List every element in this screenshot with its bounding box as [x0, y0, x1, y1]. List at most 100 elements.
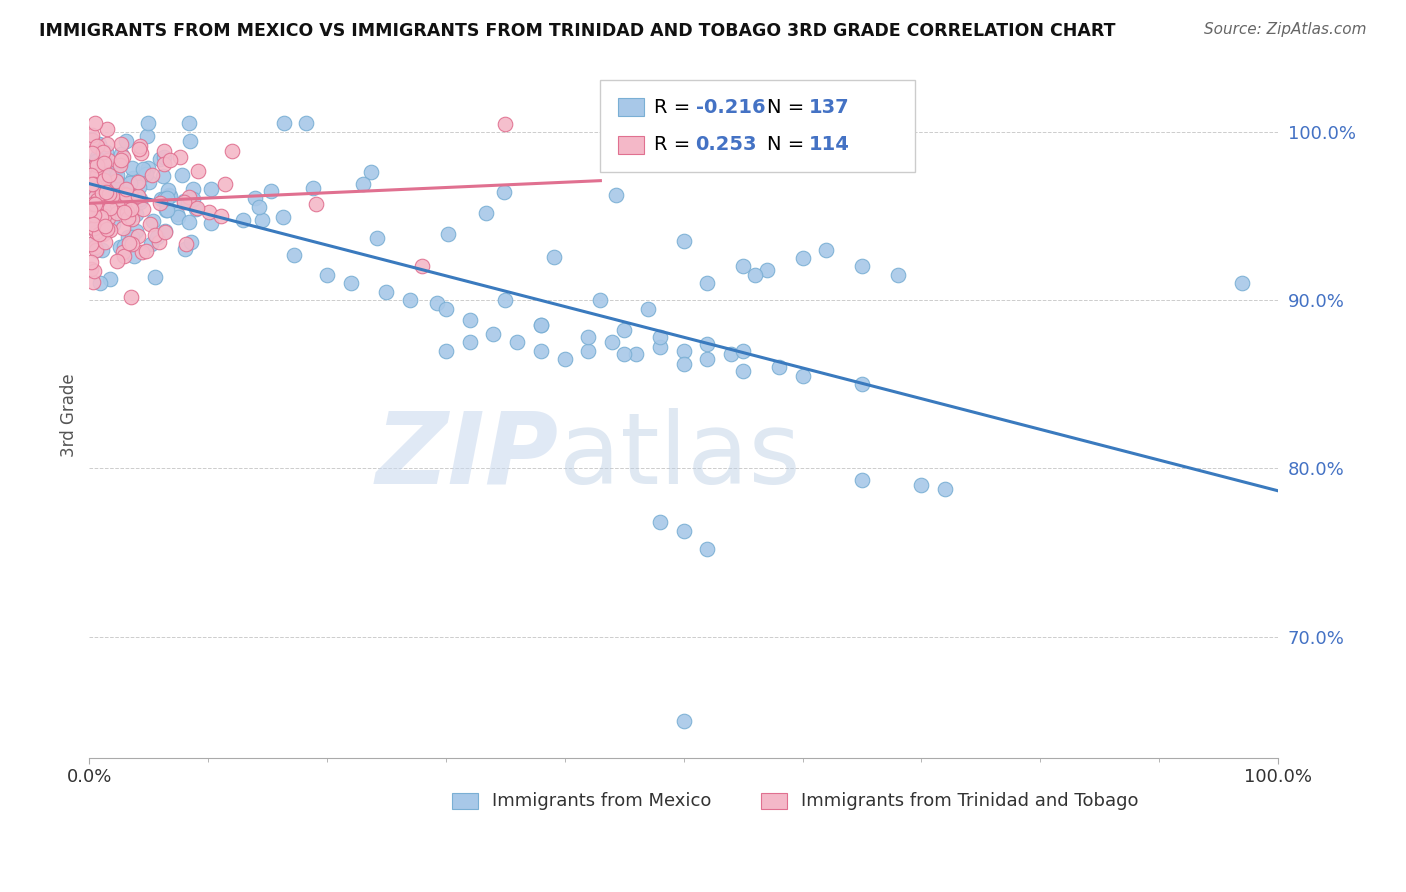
Point	[214, 177, 236, 191]
Point	[136, 161, 159, 176]
Point	[79, 254, 101, 268]
Point	[82, 218, 104, 232]
Point	[128, 180, 150, 194]
Point	[91, 145, 114, 159]
Point	[815, 243, 838, 257]
Point	[83, 236, 105, 251]
Point	[672, 714, 695, 728]
Point	[138, 175, 160, 189]
Point	[143, 269, 166, 284]
Point	[80, 261, 103, 276]
Point	[107, 194, 129, 209]
FancyBboxPatch shape	[451, 793, 478, 809]
Point	[153, 225, 176, 239]
Point	[197, 204, 219, 219]
Point	[97, 153, 120, 167]
Point	[139, 237, 162, 252]
Point	[475, 206, 498, 220]
Point	[302, 181, 325, 195]
Point	[156, 191, 179, 205]
Point	[112, 238, 135, 252]
Point	[305, 197, 328, 211]
Point	[98, 201, 121, 215]
Point	[166, 207, 188, 221]
Point	[146, 230, 169, 244]
Point	[696, 337, 718, 351]
Point	[506, 335, 529, 350]
Point	[80, 132, 103, 146]
Point	[94, 225, 117, 239]
Point	[150, 192, 173, 206]
Point	[120, 202, 142, 216]
Text: Source: ZipAtlas.com: Source: ZipAtlas.com	[1204, 22, 1367, 37]
Point	[494, 293, 516, 307]
Text: 0.253: 0.253	[696, 136, 756, 154]
Point	[82, 165, 104, 179]
Point	[696, 352, 718, 367]
Point	[89, 136, 111, 151]
Point	[744, 268, 766, 282]
Text: N =: N =	[766, 136, 810, 154]
Point	[530, 318, 553, 333]
Point	[174, 236, 197, 251]
Point	[83, 208, 105, 222]
Point	[157, 183, 180, 197]
Point	[114, 187, 136, 202]
Point	[110, 158, 132, 172]
Point	[132, 202, 155, 216]
Point	[177, 116, 200, 130]
Point	[696, 542, 718, 557]
Point	[91, 145, 114, 160]
Point	[125, 224, 148, 238]
Point	[105, 254, 128, 268]
Point	[530, 318, 553, 333]
Point	[169, 150, 191, 164]
Point	[83, 240, 105, 254]
Point	[494, 185, 516, 199]
Point	[84, 116, 107, 130]
Point	[105, 168, 128, 182]
Text: atlas: atlas	[558, 408, 800, 505]
Point	[79, 202, 101, 216]
Point	[127, 175, 149, 189]
Point	[637, 301, 659, 316]
FancyBboxPatch shape	[619, 98, 644, 116]
Point	[672, 524, 695, 538]
Point	[90, 186, 112, 200]
Point	[179, 134, 201, 148]
Point	[142, 213, 165, 227]
Point	[86, 170, 108, 185]
Point	[94, 156, 117, 170]
Point	[105, 206, 128, 220]
Point	[589, 293, 612, 307]
Point	[294, 116, 316, 130]
Point	[90, 211, 112, 225]
Point	[100, 189, 122, 203]
Point	[600, 335, 623, 350]
Point	[84, 154, 107, 169]
FancyBboxPatch shape	[761, 793, 787, 809]
Point	[159, 153, 181, 168]
Point	[90, 244, 112, 258]
Point	[82, 197, 104, 211]
Point	[120, 189, 142, 203]
Point	[84, 190, 107, 204]
Point	[91, 204, 114, 219]
Point	[851, 473, 873, 487]
Point	[120, 290, 142, 304]
Point	[259, 184, 281, 198]
Point	[103, 170, 125, 185]
Point	[173, 194, 195, 209]
Point	[87, 153, 110, 167]
Point	[672, 343, 695, 358]
Text: R =: R =	[654, 98, 696, 117]
Point	[97, 168, 120, 182]
Point	[426, 295, 449, 310]
Point	[86, 188, 108, 202]
Point	[155, 224, 177, 238]
Point	[115, 134, 138, 148]
Point	[755, 263, 778, 277]
Point	[271, 210, 294, 224]
Point	[138, 116, 160, 130]
Point	[101, 217, 124, 231]
